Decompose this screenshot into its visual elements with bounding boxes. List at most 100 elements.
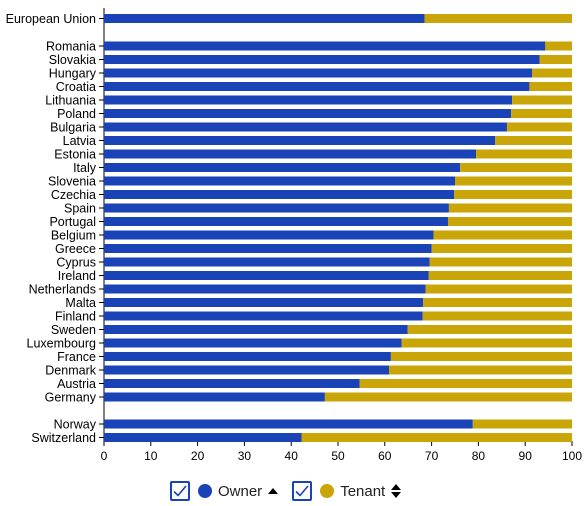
legend-label-owner: Owner bbox=[218, 482, 263, 500]
category-label: Bulgaria bbox=[50, 121, 96, 135]
bar-tenant-estonia bbox=[476, 149, 572, 159]
category-label: Malta bbox=[65, 296, 96, 310]
bar-tenant-latvia bbox=[495, 136, 572, 145]
x-tick-label: 10 bbox=[144, 449, 158, 463]
category-label: Sweden bbox=[51, 323, 96, 337]
legend-label-tenant: Tenant bbox=[340, 482, 386, 500]
category-label: Croatia bbox=[56, 80, 96, 94]
bar-tenant-czechia bbox=[454, 190, 572, 199]
category-label: Cyprus bbox=[56, 256, 96, 270]
category-label: Czechia bbox=[51, 188, 96, 202]
chart: 0 10 20 30 40 50 60 70 80 90 100 European Union Roma… bbox=[6, 8, 582, 463]
bar-owner-malta bbox=[104, 298, 424, 307]
owner-color-swatch bbox=[198, 484, 212, 498]
x-tick-label: 60 bbox=[378, 449, 392, 463]
bar-tenant-germany bbox=[324, 392, 572, 402]
checkmark-icon bbox=[295, 485, 309, 497]
bar-tenant-austria bbox=[359, 379, 572, 388]
bar-owner-lithuania bbox=[104, 95, 513, 105]
bar-owner-poland bbox=[104, 109, 512, 118]
bar-tenant-finland bbox=[422, 311, 572, 321]
bar-owner-italy bbox=[104, 163, 461, 172]
bar-owner-netherlands bbox=[104, 284, 426, 294]
bar-tenant-romania bbox=[545, 41, 572, 51]
bar-owner-luxembourg bbox=[104, 338, 402, 348]
bar-tenant-switzerland bbox=[301, 433, 572, 442]
category-label: Ireland bbox=[58, 269, 96, 283]
category-label: Belgium bbox=[51, 229, 96, 243]
category-label: Netherlands bbox=[29, 283, 96, 297]
bar-owner-portugal bbox=[104, 217, 448, 226]
bar-owner-denmark bbox=[104, 365, 390, 375]
x-tick-label: 30 bbox=[238, 449, 252, 463]
category-label: Italy bbox=[73, 161, 97, 175]
bar-owner-belgium bbox=[104, 230, 434, 240]
bar-tenant-sweden bbox=[407, 325, 572, 334]
x-tick-label: 50 bbox=[331, 449, 345, 463]
bar-owner-norway bbox=[104, 419, 473, 429]
bar-tenant-ireland bbox=[428, 271, 572, 280]
bar-tenant-denmark bbox=[389, 365, 572, 375]
bar-tenant-lithuania bbox=[512, 95, 572, 105]
bar-owner-romania bbox=[104, 41, 546, 51]
category-label: Greece bbox=[55, 242, 96, 256]
sort-both-icon[interactable] bbox=[391, 484, 402, 498]
category-label: Spain bbox=[64, 202, 96, 216]
bar-owner-switzerland bbox=[104, 433, 302, 442]
bar-owner-france bbox=[104, 352, 391, 361]
bar-tenant-norway bbox=[472, 419, 572, 429]
category-label: Portugal bbox=[49, 215, 96, 229]
bar-tenant-slovenia bbox=[455, 176, 572, 186]
category-label: Slovakia bbox=[49, 53, 96, 67]
category-label: Switzerland bbox=[31, 431, 96, 445]
bar-owner-estonia bbox=[104, 149, 477, 159]
x-tick-label: 80 bbox=[472, 449, 486, 463]
bar-owner-finland bbox=[104, 311, 423, 321]
category-label: Austria bbox=[57, 377, 96, 391]
checkmark-icon bbox=[173, 485, 187, 497]
bar-tenant-france bbox=[390, 352, 572, 361]
x-tick-label: 0 bbox=[101, 449, 108, 463]
bar-owner-croatia bbox=[104, 82, 530, 91]
category-label: Estonia bbox=[54, 148, 96, 162]
bar-owner-bulgaria bbox=[104, 122, 507, 132]
x-tick-label: 20 bbox=[191, 449, 205, 463]
category-label: Poland bbox=[57, 107, 96, 121]
bar-owner-european-union bbox=[104, 14, 425, 23]
bar-tenant-portugal bbox=[447, 217, 572, 226]
bar-owner-latvia bbox=[104, 136, 496, 145]
legend-item-tenant[interactable]: Tenant bbox=[292, 481, 402, 501]
bar-tenant-luxembourg bbox=[401, 338, 572, 348]
category-label: Slovenia bbox=[48, 175, 96, 189]
bar-tenant-slovakia bbox=[539, 55, 572, 64]
bar-tenant-poland bbox=[511, 109, 572, 118]
bar-tenant-hungary bbox=[532, 68, 572, 78]
owner-checkbox[interactable] bbox=[170, 481, 190, 501]
x-tick-label: 40 bbox=[285, 449, 299, 463]
bar-tenant-greece bbox=[431, 244, 572, 253]
bar-owner-greece bbox=[104, 244, 432, 253]
bar-tenant-bulgaria bbox=[506, 122, 572, 132]
bar-owner-slovenia bbox=[104, 176, 455, 186]
category-label: Germany bbox=[45, 391, 97, 405]
category-label: Romania bbox=[46, 40, 96, 54]
bar-tenant-cyprus bbox=[429, 257, 572, 267]
category-label: Hungary bbox=[49, 67, 97, 81]
bar-tenant-european-union bbox=[424, 14, 572, 23]
category-label: Luxembourg bbox=[27, 337, 97, 351]
x-tick-label: 70 bbox=[425, 449, 439, 463]
bar-owner-czechia bbox=[104, 190, 455, 199]
bar-owner-slovakia bbox=[104, 55, 540, 64]
legend-item-owner[interactable]: Owner bbox=[170, 481, 279, 501]
bar-tenant-malta bbox=[423, 298, 572, 307]
sort-asc-icon[interactable] bbox=[268, 488, 279, 494]
bar-owner-ireland bbox=[104, 271, 429, 280]
bar-owner-spain bbox=[104, 203, 449, 213]
bar-tenant-italy bbox=[460, 163, 572, 172]
bar-owner-germany bbox=[104, 392, 325, 402]
tenant-checkbox[interactable] bbox=[292, 481, 313, 501]
category-label: Lithuania bbox=[45, 94, 96, 108]
category-label: Denmark bbox=[45, 364, 96, 378]
category-label: France bbox=[57, 350, 96, 364]
x-tick-label: 100 bbox=[562, 449, 582, 463]
